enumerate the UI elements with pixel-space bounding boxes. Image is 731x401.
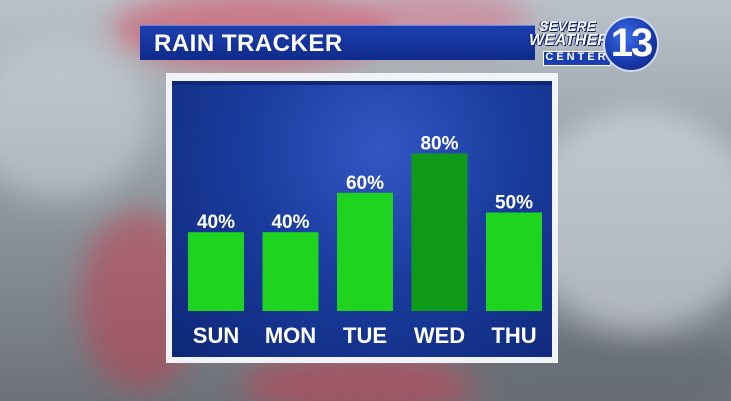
logo-center-box: CENTER bbox=[543, 51, 611, 66]
bar-value-label-thu: 50% bbox=[495, 193, 533, 214]
x-tick-label-tue: TUE bbox=[343, 323, 387, 348]
rain-chance-bar-chart: 40% SUN 40% MON 60% TUE 80% WED 50% THU bbox=[188, 133, 542, 348]
bar-wed bbox=[411, 153, 468, 311]
x-tick-label-sun: SUN bbox=[193, 323, 239, 348]
x-tick-label-mon: MON bbox=[265, 323, 316, 348]
panel-top-stripe bbox=[172, 81, 552, 85]
chart-panel: 40% SUN 40% MON 60% TUE 80% WED 50% THU bbox=[166, 73, 558, 363]
bar-value-label-wed: 80% bbox=[420, 133, 458, 154]
bar-value-label-mon: 40% bbox=[271, 212, 309, 233]
logo-line-weather: WEATHER bbox=[529, 32, 609, 49]
bar-tue bbox=[337, 192, 393, 311]
bar-sun bbox=[188, 232, 244, 311]
chart-area: 40% SUN 40% MON 60% TUE 80% WED 50% THU bbox=[172, 81, 552, 357]
bar-thu bbox=[486, 212, 542, 311]
title-bar: RAIN TRACKER bbox=[140, 25, 535, 60]
bar-mon bbox=[262, 232, 319, 311]
station-logo: SEVERE WEATHER CENTER 13 bbox=[525, 14, 665, 74]
bar-value-label-tue: 60% bbox=[346, 173, 384, 194]
bar-value-label-sun: 40% bbox=[197, 212, 235, 233]
logo-line-severe: SEVERE bbox=[539, 18, 596, 34]
logo-line-center: CENTER bbox=[545, 51, 609, 63]
logo-number: 13 bbox=[610, 21, 654, 65]
x-tick-label-wed: WED bbox=[414, 323, 465, 348]
x-tick-label-thu: THU bbox=[491, 323, 536, 348]
chart-title: RAIN TRACKER bbox=[154, 30, 343, 57]
logo-number-circle: 13 bbox=[603, 16, 659, 72]
